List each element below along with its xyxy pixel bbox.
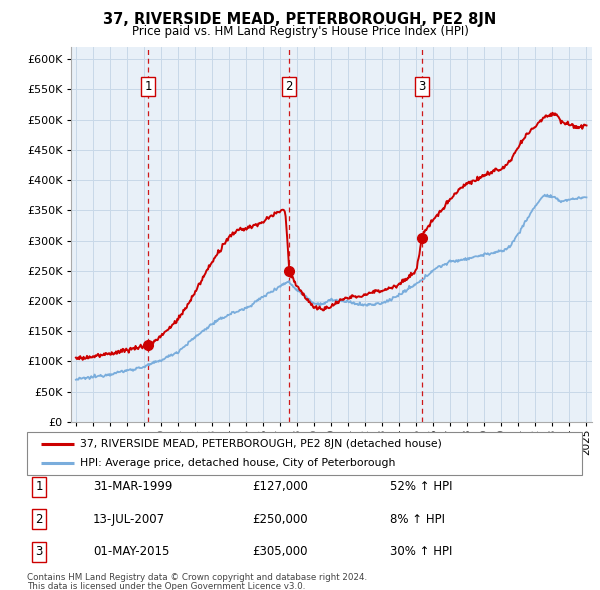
Text: £250,000: £250,000 [252, 513, 308, 526]
Text: 31-MAR-1999: 31-MAR-1999 [93, 480, 172, 493]
Text: 2: 2 [35, 513, 43, 526]
Text: £305,000: £305,000 [252, 545, 308, 558]
Text: 1: 1 [145, 80, 152, 93]
Text: £127,000: £127,000 [252, 480, 308, 493]
Text: Contains HM Land Registry data © Crown copyright and database right 2024.: Contains HM Land Registry data © Crown c… [27, 573, 367, 582]
Text: 52% ↑ HPI: 52% ↑ HPI [390, 480, 452, 493]
Text: 13-JUL-2007: 13-JUL-2007 [93, 513, 165, 526]
Text: Price paid vs. HM Land Registry's House Price Index (HPI): Price paid vs. HM Land Registry's House … [131, 25, 469, 38]
Text: 8% ↑ HPI: 8% ↑ HPI [390, 513, 445, 526]
Text: 1: 1 [35, 480, 43, 493]
Text: 30% ↑ HPI: 30% ↑ HPI [390, 545, 452, 558]
Text: 3: 3 [418, 80, 425, 93]
Text: 2: 2 [286, 80, 293, 93]
Text: This data is licensed under the Open Government Licence v3.0.: This data is licensed under the Open Gov… [27, 582, 305, 590]
Text: 3: 3 [35, 545, 43, 558]
Text: HPI: Average price, detached house, City of Peterborough: HPI: Average price, detached house, City… [80, 458, 395, 468]
Text: 37, RIVERSIDE MEAD, PETERBOROUGH, PE2 8JN (detached house): 37, RIVERSIDE MEAD, PETERBOROUGH, PE2 8J… [80, 439, 442, 449]
Text: 01-MAY-2015: 01-MAY-2015 [93, 545, 169, 558]
FancyBboxPatch shape [27, 432, 582, 475]
Text: 37, RIVERSIDE MEAD, PETERBOROUGH, PE2 8JN: 37, RIVERSIDE MEAD, PETERBOROUGH, PE2 8J… [103, 12, 497, 27]
